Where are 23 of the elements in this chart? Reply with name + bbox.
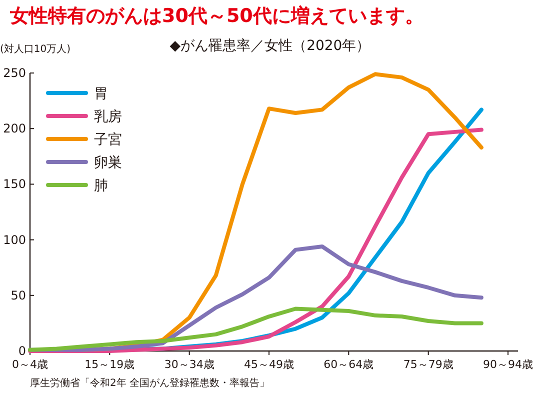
line-series	[28, 306, 484, 352]
legend-label: 卵巣	[94, 155, 122, 171]
x-tick-label: 30～34歳	[164, 358, 214, 371]
x-tick-label: 0～4歳	[12, 358, 48, 371]
chart-title: 女性特有のがんは30代～50代に増えています。	[9, 5, 424, 27]
y-tick-label: 100	[3, 232, 26, 247]
text: 厚生労働省「令和2年 全国がん登録罹患数・率報告」	[30, 377, 270, 389]
legend-label: 胃	[94, 86, 108, 102]
legend-label: 子宮	[94, 132, 122, 148]
y-tick-label: 200	[3, 122, 26, 136]
y-tick-label: 50	[10, 288, 26, 302]
y-tick-label: 0	[18, 344, 26, 358]
x-tick-label: 90～94歳	[483, 358, 533, 371]
y-tick-label: 250	[3, 66, 26, 80]
chart-subtitle: ◆がん罹患率／女性（2020年）	[170, 38, 370, 54]
legend-label: 乳房	[94, 109, 122, 125]
x-tick-label: 45～49歳	[244, 358, 294, 371]
x-tick-label: 60～64歳	[324, 358, 374, 371]
x-tick-label: 75～79歳	[403, 358, 454, 371]
y-axis-title: (対人口10万人)	[0, 43, 71, 55]
y-tick-label: 150	[3, 177, 26, 192]
x-tick-label: 15～19歳	[84, 358, 135, 371]
legend-label: 肺	[94, 178, 108, 194]
